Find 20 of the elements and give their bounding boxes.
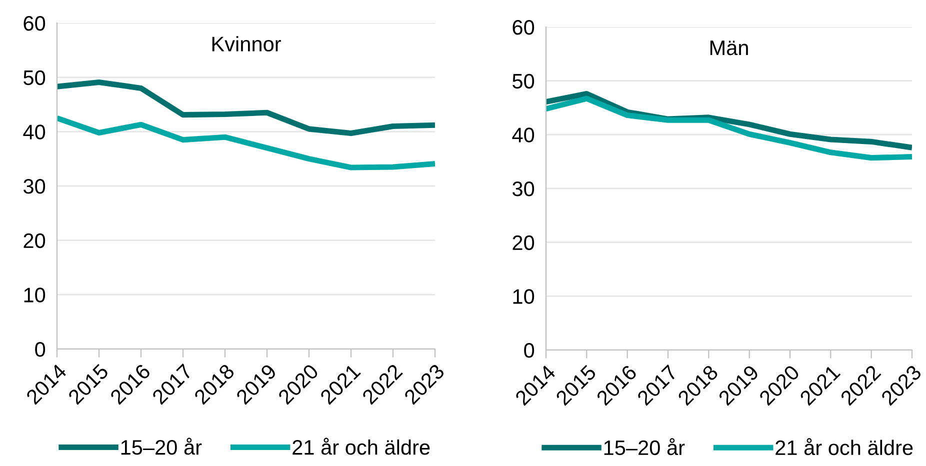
y-tick-label: 30 <box>512 182 534 196</box>
legend-label: 21 år och äldre <box>776 438 913 456</box>
y-tick-label: 20 <box>24 233 46 248</box>
y-tick-label: 20 <box>512 235 534 250</box>
legend-label: 15–20 år <box>604 438 685 456</box>
y-tick-label: 40 <box>23 124 46 140</box>
legend-label: 21 år och äldre <box>292 438 430 455</box>
y-tick-label: 60 <box>512 20 534 35</box>
text: Män <box>710 40 748 56</box>
y-tick-label: 10 <box>24 288 46 302</box>
y-tick-label: 40 <box>512 128 534 142</box>
legend-label: 15–20 år <box>121 438 202 455</box>
y-tick-label: 10 <box>513 289 534 304</box>
y-tick-label: 30 <box>24 179 46 194</box>
y-tick-label: 50 <box>24 70 46 86</box>
chart-title: Kvinnor <box>212 36 281 52</box>
y-tick-label: 50 <box>512 74 534 89</box>
y-tick-label: 0 <box>35 342 46 357</box>
y-tick-label: 60 <box>24 16 46 31</box>
y-tick-label: 0 <box>524 343 534 358</box>
